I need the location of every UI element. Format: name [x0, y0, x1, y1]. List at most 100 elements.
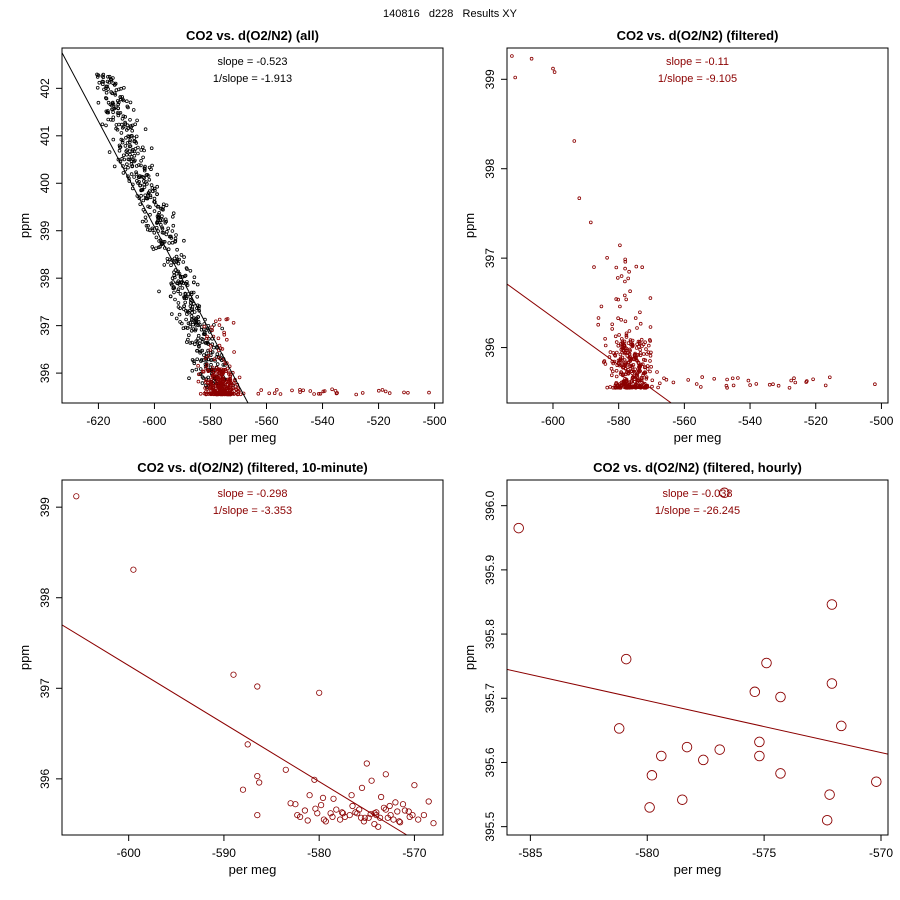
data-point-all	[193, 342, 197, 347]
data-point-all	[104, 123, 108, 128]
x-tick-label: -560	[672, 414, 696, 428]
data-point-filtered	[228, 372, 233, 377]
data-point-all	[142, 179, 146, 183]
data-point-filtered	[321, 389, 326, 394]
data-point-filtered	[202, 391, 207, 396]
data-point-all	[150, 245, 155, 249]
data-point-filtered	[789, 378, 793, 383]
data-point-filtered	[626, 360, 631, 364]
data-point-filtered	[267, 391, 272, 396]
data-point-all	[143, 193, 148, 198]
y-axis-label: ppm	[17, 213, 32, 238]
data-point-filtered	[513, 75, 517, 80]
data-point-filtered-10-minute	[330, 795, 337, 802]
data-point-filtered	[637, 384, 642, 389]
data-point-all	[202, 332, 207, 336]
data-point-all	[123, 115, 127, 119]
data-point-filtered-10-minute	[365, 814, 372, 821]
data-point-all	[175, 258, 180, 262]
data-point-filtered-10-minute	[401, 807, 408, 814]
data-point-all	[114, 123, 119, 127]
data-point-filtered	[632, 379, 637, 384]
data-point-filtered	[627, 269, 631, 274]
data-point-all	[104, 96, 108, 100]
data-point-all	[180, 321, 184, 326]
data-point-filtered-10-minute	[301, 807, 308, 814]
data-point-all	[160, 207, 165, 211]
x-tick-label: -580	[307, 846, 331, 860]
data-point-all	[198, 322, 202, 327]
data-point-all	[155, 214, 160, 219]
data-point-filtered	[278, 392, 283, 396]
data-point-all	[134, 170, 138, 175]
data-point-filtered	[641, 357, 646, 362]
data-point-all	[157, 211, 162, 215]
plot-title: CO2 vs. d(O2/N2) (filtered, hourly)	[593, 460, 802, 475]
data-point-all	[132, 149, 137, 154]
data-point-filtered-hourly	[613, 723, 625, 734]
data-point-all	[166, 247, 171, 252]
y-tick-label: 399	[483, 69, 497, 89]
data-point-filtered	[225, 379, 230, 384]
data-point-all	[173, 297, 177, 302]
data-point-filtered	[623, 259, 628, 264]
x-tick-label: -560	[254, 414, 278, 428]
data-point-filtered	[619, 317, 623, 322]
data-point-filtered	[202, 324, 207, 329]
data-point-all	[204, 341, 209, 345]
data-point-all	[118, 145, 123, 149]
data-point-all	[170, 312, 174, 316]
data-point-all	[200, 381, 205, 385]
data-point-all	[177, 280, 182, 285]
data-points	[62, 493, 437, 835]
data-point-filtered	[235, 392, 240, 397]
data-point-filtered	[625, 354, 630, 358]
data-point-all	[190, 340, 194, 345]
data-point-all	[176, 287, 181, 292]
data-point-filtered	[609, 373, 614, 378]
data-point-filtered	[619, 358, 624, 363]
data-point-all	[171, 215, 175, 219]
data-point-filtered	[577, 196, 582, 201]
data-point-filtered	[204, 391, 208, 396]
data-point-filtered	[217, 379, 222, 384]
data-point-all	[192, 280, 196, 285]
data-point-filtered	[644, 376, 649, 381]
data-point-filtered	[616, 316, 620, 321]
data-point-all	[136, 175, 141, 179]
data-point-filtered	[617, 363, 622, 368]
data-point-all	[150, 226, 155, 231]
data-point-filtered	[623, 257, 627, 262]
data-point-all	[153, 200, 157, 204]
data-point-filtered	[640, 362, 645, 367]
data-point-filtered-10-minute	[356, 806, 363, 813]
data-point-filtered	[620, 350, 624, 355]
data-point-all	[192, 361, 197, 366]
plot-title: CO2 vs. d(O2/N2) (filtered, 10-minute)	[137, 460, 367, 475]
data-point-all	[179, 280, 184, 285]
data-point-filtered	[204, 378, 208, 383]
data-point-all	[122, 86, 126, 90]
data-point-filtered	[792, 376, 796, 381]
data-point-filtered	[644, 347, 648, 351]
data-point-filtered-hourly	[644, 802, 655, 813]
data-point-filtered	[221, 377, 225, 382]
y-axis-label: ppm	[17, 645, 32, 670]
data-point-filtered-10-minute	[292, 801, 299, 808]
panels: CO2 vs. d(O2/N2) (all) -620 -600 -580 -560 -5…	[17, 28, 894, 877]
data-point-filtered-hourly	[513, 522, 524, 534]
data-point-filtered	[648, 359, 652, 363]
data-point-all	[121, 124, 126, 129]
data-point-filtered	[623, 266, 627, 271]
data-point-filtered	[196, 363, 200, 368]
data-point-all	[212, 345, 216, 350]
data-point-all	[129, 154, 134, 159]
y-axis-label: ppm	[462, 645, 477, 670]
data-point-all	[148, 193, 153, 198]
data-point-filtered	[380, 388, 385, 392]
data-point-all	[133, 139, 138, 144]
data-point-filtered	[648, 339, 652, 343]
data-point-all	[119, 131, 124, 135]
data-point-all	[172, 290, 176, 295]
data-point-filtered	[776, 383, 781, 388]
